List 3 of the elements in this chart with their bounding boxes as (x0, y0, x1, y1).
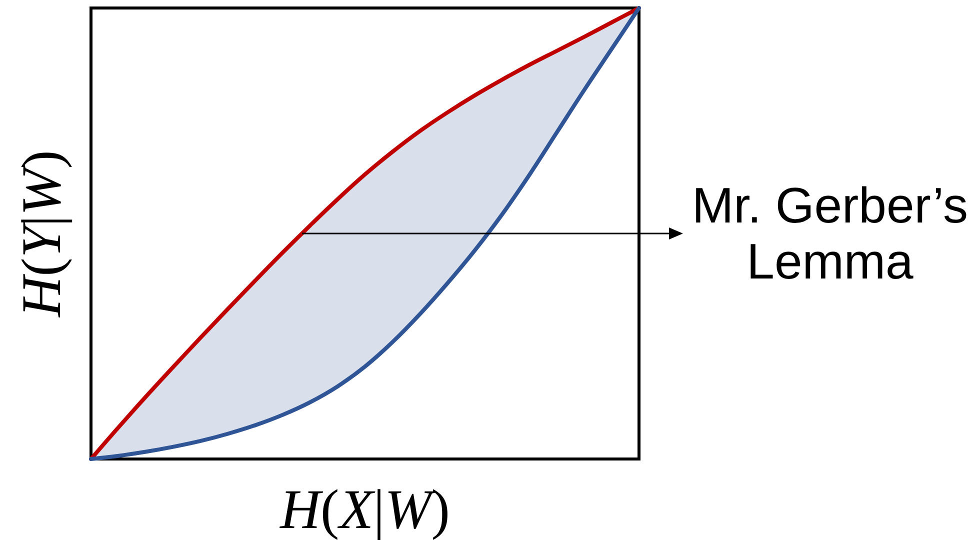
x-axis-title: H(X|W) (279, 479, 450, 540)
text: Mr. Gerber’s Lemma (692, 178, 968, 290)
y-axis-title: H(Y|W) (11, 150, 73, 318)
